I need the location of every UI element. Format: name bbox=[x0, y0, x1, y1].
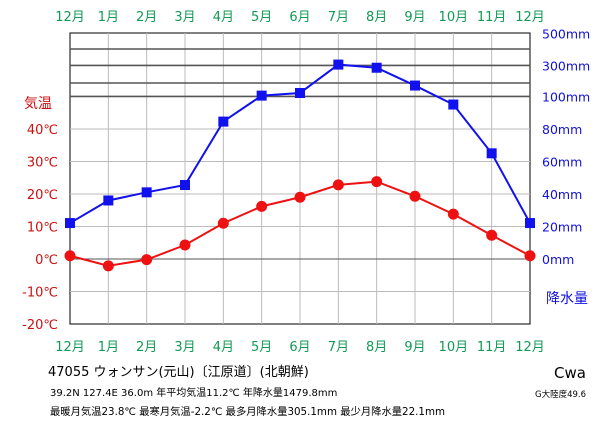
month-label-top: 9月 bbox=[404, 10, 425, 25]
temp-point bbox=[64, 250, 76, 262]
precip-tick-label: 0mm bbox=[542, 252, 574, 267]
temp-point bbox=[102, 260, 114, 272]
month-label-bottom: 4月 bbox=[213, 340, 234, 355]
temp-point bbox=[179, 239, 191, 251]
month-label-top: 10月 bbox=[439, 10, 469, 25]
continentality-index: G大陸度49.6 bbox=[535, 390, 587, 400]
month-label-bottom: 1月 bbox=[98, 340, 119, 355]
precip-point bbox=[486, 148, 497, 159]
month-label-top: 6月 bbox=[289, 10, 310, 25]
precip-tick-label: 60mm bbox=[542, 154, 582, 169]
month-label-top: 7月 bbox=[328, 10, 349, 25]
month-label-bottom: 9月 bbox=[404, 340, 425, 355]
temp-point bbox=[141, 254, 153, 266]
temp-axis-title: 気温 bbox=[24, 96, 52, 112]
precip-point bbox=[256, 90, 267, 101]
precip-point bbox=[295, 87, 305, 98]
precip-tick-label: 80mm bbox=[542, 122, 582, 137]
month-label-bottom: 6月 bbox=[289, 340, 310, 355]
temp-point bbox=[217, 217, 229, 229]
temp-tick-label: 20℃ bbox=[27, 188, 58, 203]
month-label-top: 5月 bbox=[251, 10, 272, 25]
month-label-bottom: 10月 bbox=[439, 340, 469, 355]
temp-tick-label: 10℃ bbox=[27, 221, 58, 236]
precip-axis-title: 降水量 bbox=[546, 291, 588, 307]
temp-point bbox=[524, 250, 536, 262]
precip-point bbox=[448, 99, 459, 110]
precip-point bbox=[65, 218, 75, 229]
temp-point bbox=[486, 229, 498, 241]
precip-point bbox=[333, 59, 344, 70]
precip-point bbox=[218, 116, 229, 127]
precip-tick-label: 100mm bbox=[542, 89, 590, 104]
month-label-top: 11月 bbox=[477, 10, 507, 25]
month-label-bottom: 8月 bbox=[366, 340, 387, 355]
month-label-bottom: 11月 bbox=[477, 340, 507, 355]
precip-point bbox=[103, 195, 114, 206]
month-label-bottom: 12月 bbox=[55, 340, 85, 355]
temp-point bbox=[447, 208, 459, 220]
temp-point bbox=[409, 190, 421, 202]
climate-class: Cwa bbox=[554, 364, 586, 382]
month-label-top: 12月 bbox=[515, 10, 545, 25]
precip-tick-label: 300mm bbox=[542, 58, 590, 73]
temp-point bbox=[256, 200, 268, 212]
temp-tick-label: 40℃ bbox=[27, 123, 58, 138]
station-header: 47055 ウォンサン(元山)〔江原道〕(北朝鮮) bbox=[48, 365, 309, 380]
temp-tick-label: 30℃ bbox=[27, 156, 58, 171]
month-label-top: 4月 bbox=[213, 10, 234, 25]
precip-point bbox=[410, 80, 420, 91]
month-label-top: 1月 bbox=[98, 10, 119, 25]
month-label-top: 2月 bbox=[136, 10, 157, 25]
climate-chart: 12月 12月 1月 1月 2月 2月 3月 3月 4月 4月 5月 5月 6月 6月 7月 7月 8月 8月 9月… bbox=[22, 10, 590, 355]
temp-tick-label: -10℃ bbox=[22, 286, 58, 301]
temp-tick-label: 0℃ bbox=[35, 253, 58, 268]
temp-point bbox=[332, 179, 344, 191]
precip-point bbox=[180, 180, 190, 191]
month-label-bottom: 5月 bbox=[251, 340, 272, 355]
month-label-top: 8月 bbox=[366, 10, 387, 25]
precip-tick-label: 20mm bbox=[542, 219, 582, 234]
month-label-bottom: 12月 bbox=[515, 340, 545, 355]
month-label-top: 3月 bbox=[174, 10, 195, 25]
temp-point bbox=[371, 176, 383, 188]
station-extremes: 最暖月気温23.8℃ 最寒月気温-2.2℃ 最多月降水量305.1mm 最少月降… bbox=[50, 406, 446, 418]
precip-point bbox=[371, 62, 382, 73]
month-label-bottom: 3月 bbox=[174, 340, 195, 355]
station-coordinates: 39.2N 127.4E 36.0m 年平均気温11.2℃ 年降水量1479.8… bbox=[50, 388, 338, 399]
precip-tick-label: 500mm bbox=[542, 26, 590, 41]
temp-point bbox=[294, 191, 306, 203]
month-label-top: 12月 bbox=[55, 10, 85, 25]
precip-point bbox=[141, 187, 152, 198]
precip-point bbox=[525, 218, 535, 229]
month-label-bottom: 7月 bbox=[328, 340, 349, 355]
month-label-bottom: 2月 bbox=[136, 340, 157, 355]
precip-tick-label: 40mm bbox=[542, 187, 582, 202]
temp-tick-label: -20℃ bbox=[22, 318, 58, 333]
